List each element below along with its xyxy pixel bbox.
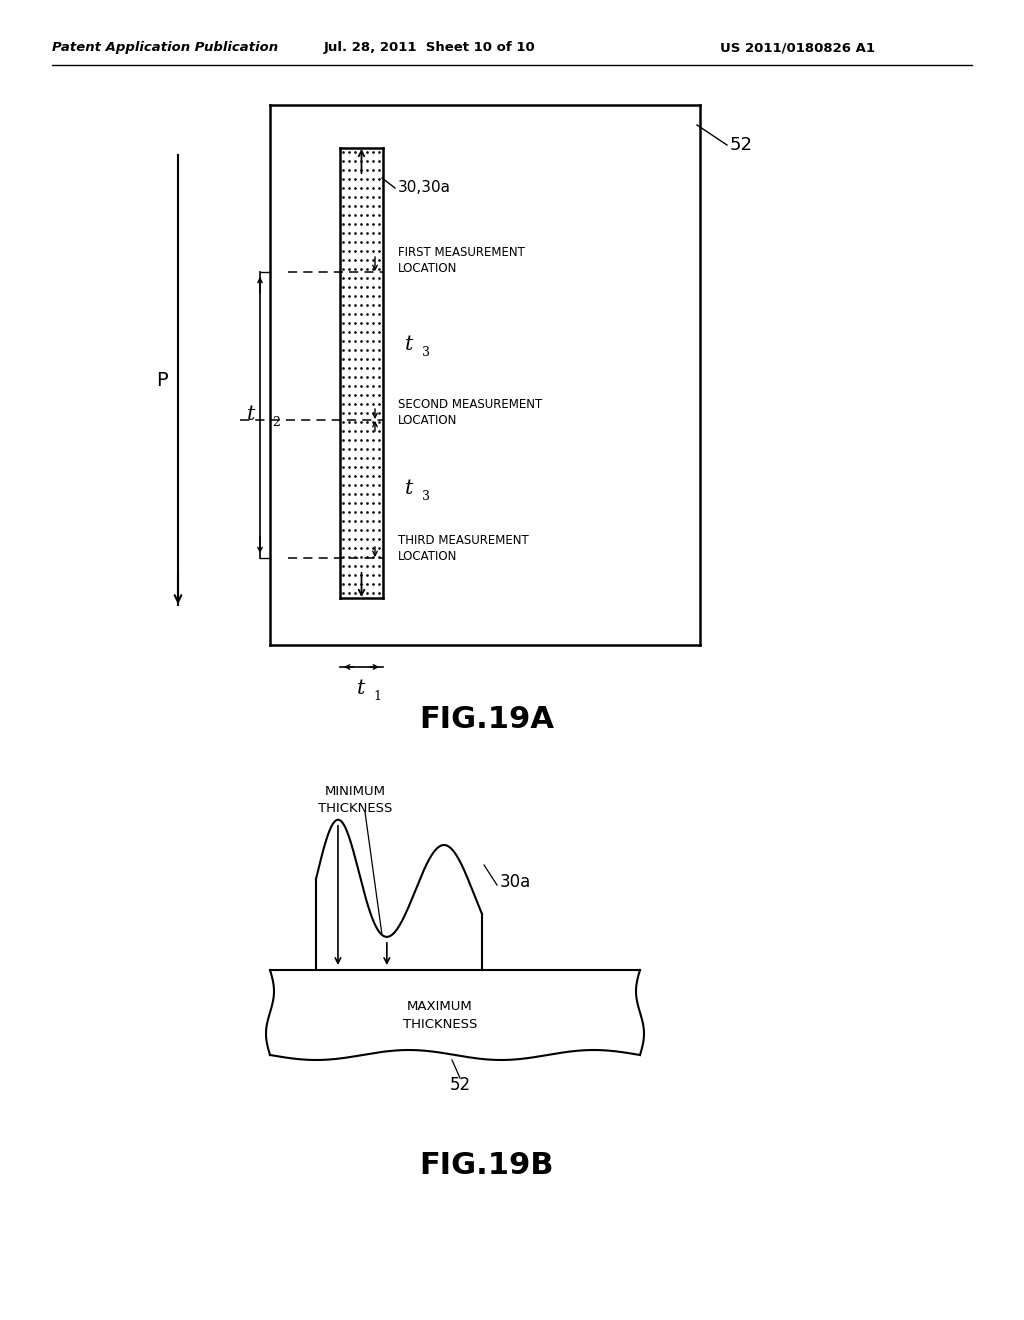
Text: Jul. 28, 2011  Sheet 10 of 10: Jul. 28, 2011 Sheet 10 of 10 bbox=[325, 41, 536, 54]
Text: 1: 1 bbox=[374, 690, 382, 704]
Text: MINIMUM
THICKNESS: MINIMUM THICKNESS bbox=[317, 785, 392, 814]
Text: 52: 52 bbox=[450, 1076, 471, 1094]
Text: FIG.19A: FIG.19A bbox=[420, 705, 555, 734]
Text: 3: 3 bbox=[422, 490, 430, 503]
Text: FIRST MEASUREMENT
LOCATION: FIRST MEASUREMENT LOCATION bbox=[398, 246, 525, 275]
Text: THIRD MEASUREMENT
LOCATION: THIRD MEASUREMENT LOCATION bbox=[398, 533, 528, 562]
Text: Patent Application Publication: Patent Application Publication bbox=[52, 41, 279, 54]
Text: MAXIMUM
THICKNESS: MAXIMUM THICKNESS bbox=[402, 1001, 477, 1031]
Text: t: t bbox=[406, 479, 414, 498]
Text: t: t bbox=[406, 335, 414, 355]
Text: t: t bbox=[357, 680, 366, 698]
Text: P: P bbox=[157, 371, 168, 389]
Text: 52: 52 bbox=[730, 136, 753, 154]
Text: 2: 2 bbox=[272, 417, 280, 429]
Text: 30,30a: 30,30a bbox=[398, 181, 451, 195]
Text: FIG.19B: FIG.19B bbox=[420, 1151, 554, 1180]
Text: t: t bbox=[247, 405, 255, 425]
Text: 3: 3 bbox=[422, 346, 430, 359]
Text: 30a: 30a bbox=[500, 873, 531, 891]
Text: US 2011/0180826 A1: US 2011/0180826 A1 bbox=[720, 41, 874, 54]
Text: SECOND MEASUREMENT
LOCATION: SECOND MEASUREMENT LOCATION bbox=[398, 397, 543, 426]
